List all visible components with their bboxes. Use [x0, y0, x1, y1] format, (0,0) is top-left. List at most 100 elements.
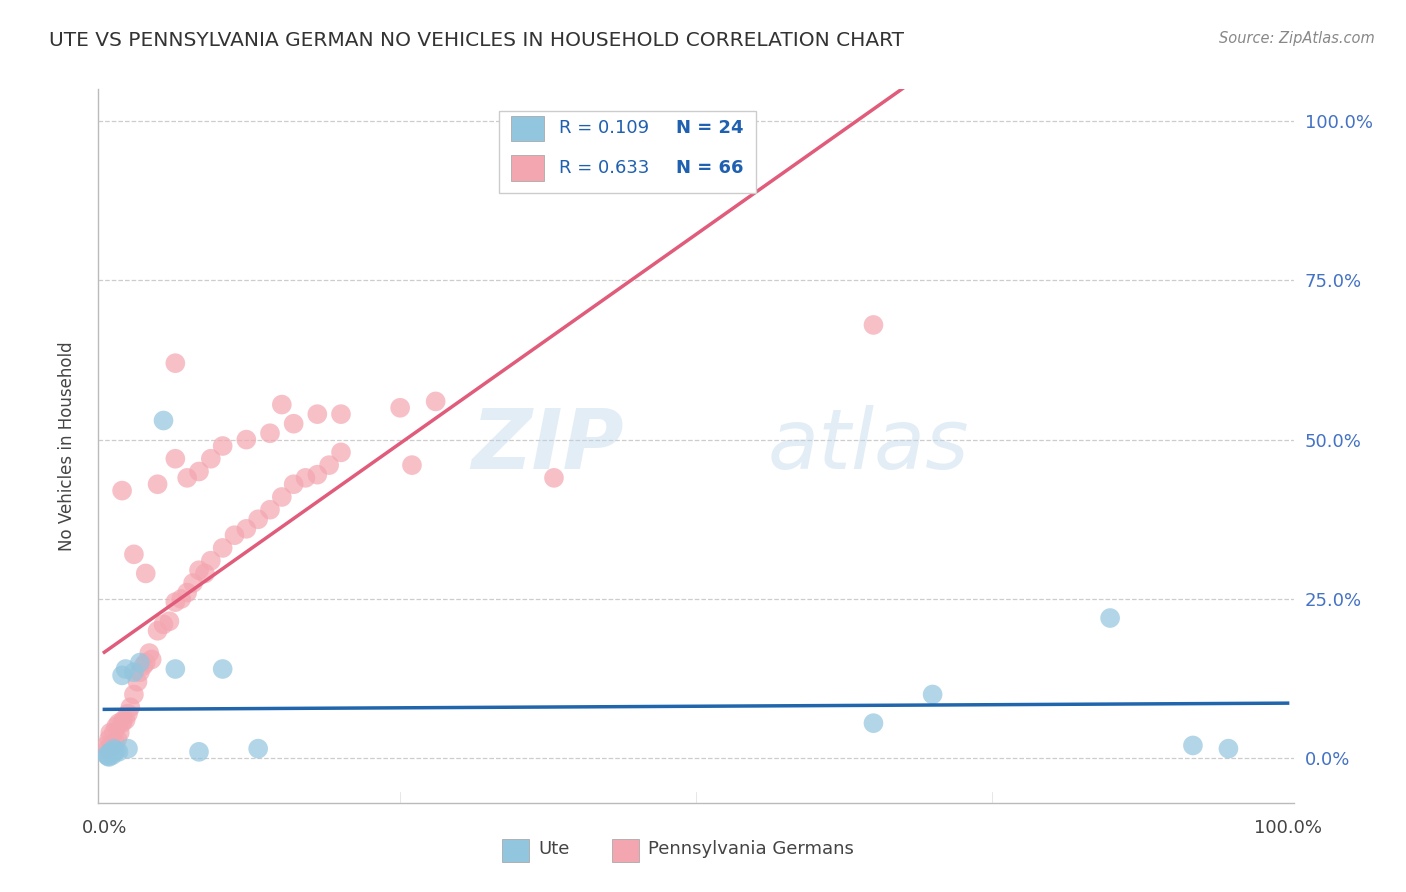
Point [235, 522, 257, 536]
Point [117, 706, 139, 721]
Point [138, 646, 160, 660]
Point [103, 741, 125, 756]
Point [101, 747, 124, 762]
Point [270, 398, 292, 412]
Point [188, 465, 211, 479]
Point [176, 471, 198, 485]
Point [283, 417, 305, 431]
Point [98, 745, 121, 759]
Y-axis label: No Vehicles in Household: No Vehicles in Household [58, 341, 76, 551]
Point [122, 688, 145, 702]
Point [132, 658, 155, 673]
Point [165, 662, 187, 676]
Point [135, 566, 157, 581]
Point [97, 741, 120, 756]
Point [211, 541, 233, 555]
Point [96, 739, 118, 753]
Point [1218, 741, 1240, 756]
Point [211, 439, 233, 453]
Point [921, 688, 943, 702]
Point [283, 477, 305, 491]
Point [194, 566, 217, 581]
Text: R = 0.633: R = 0.633 [558, 159, 650, 177]
Point [389, 401, 412, 415]
Point [114, 662, 136, 676]
Point [152, 413, 174, 427]
Point [105, 719, 128, 733]
Text: Pennsylvania Germans: Pennsylvania Germans [648, 840, 853, 858]
Point [235, 433, 257, 447]
Point [307, 467, 329, 482]
Point [98, 732, 121, 747]
Point [127, 674, 149, 689]
Point [170, 591, 193, 606]
Point [181, 576, 204, 591]
Point [114, 713, 136, 727]
Point [104, 735, 127, 749]
Point [165, 451, 187, 466]
Point [211, 662, 233, 676]
Point [122, 547, 145, 561]
Point [100, 746, 122, 760]
Point [120, 700, 142, 714]
Point [157, 614, 180, 628]
Text: N = 66: N = 66 [676, 159, 744, 177]
Point [135, 656, 157, 670]
Point [425, 394, 447, 409]
Point [176, 585, 198, 599]
FancyBboxPatch shape [613, 839, 638, 862]
Point [146, 624, 169, 638]
Point [259, 426, 281, 441]
Point [1181, 739, 1204, 753]
Point [107, 745, 129, 759]
Point [141, 652, 163, 666]
Point [862, 318, 884, 332]
Point [108, 725, 131, 739]
Point [259, 502, 281, 516]
Text: ZIP: ZIP [471, 406, 624, 486]
Text: UTE VS PENNSYLVANIA GERMAN NO VEHICLES IN HOUSEHOLD CORRELATION CHART: UTE VS PENNSYLVANIA GERMAN NO VEHICLES I… [49, 31, 904, 50]
Point [165, 356, 187, 370]
Point [111, 716, 134, 731]
Point [543, 471, 565, 485]
Point [330, 445, 353, 459]
Text: atlas: atlas [768, 406, 969, 486]
Point [107, 716, 129, 731]
Point [224, 528, 246, 542]
Point [152, 617, 174, 632]
Point [318, 458, 340, 472]
Point [111, 483, 134, 498]
Point [294, 471, 316, 485]
Point [111, 668, 134, 682]
FancyBboxPatch shape [502, 839, 529, 862]
FancyBboxPatch shape [510, 155, 544, 180]
Point [128, 665, 150, 680]
Point [307, 407, 329, 421]
Point [97, 749, 120, 764]
Point [1099, 611, 1122, 625]
Text: R = 0.109: R = 0.109 [558, 120, 648, 137]
Point [330, 407, 353, 421]
Text: Ute: Ute [538, 840, 569, 858]
Text: N = 24: N = 24 [676, 120, 744, 137]
Point [98, 725, 121, 739]
Point [188, 563, 211, 577]
Point [146, 477, 169, 491]
Point [101, 739, 124, 754]
Point [112, 713, 135, 727]
Point [247, 741, 270, 756]
Point [103, 725, 125, 739]
Point [270, 490, 292, 504]
Point [122, 665, 145, 680]
Point [401, 458, 423, 472]
FancyBboxPatch shape [499, 111, 756, 193]
Point [105, 743, 128, 757]
Point [96, 747, 118, 762]
Point [862, 716, 884, 731]
Point [105, 732, 128, 747]
Point [98, 750, 121, 764]
Text: Source: ZipAtlas.com: Source: ZipAtlas.com [1219, 31, 1375, 46]
Point [200, 554, 222, 568]
Point [188, 745, 211, 759]
Point [165, 595, 187, 609]
